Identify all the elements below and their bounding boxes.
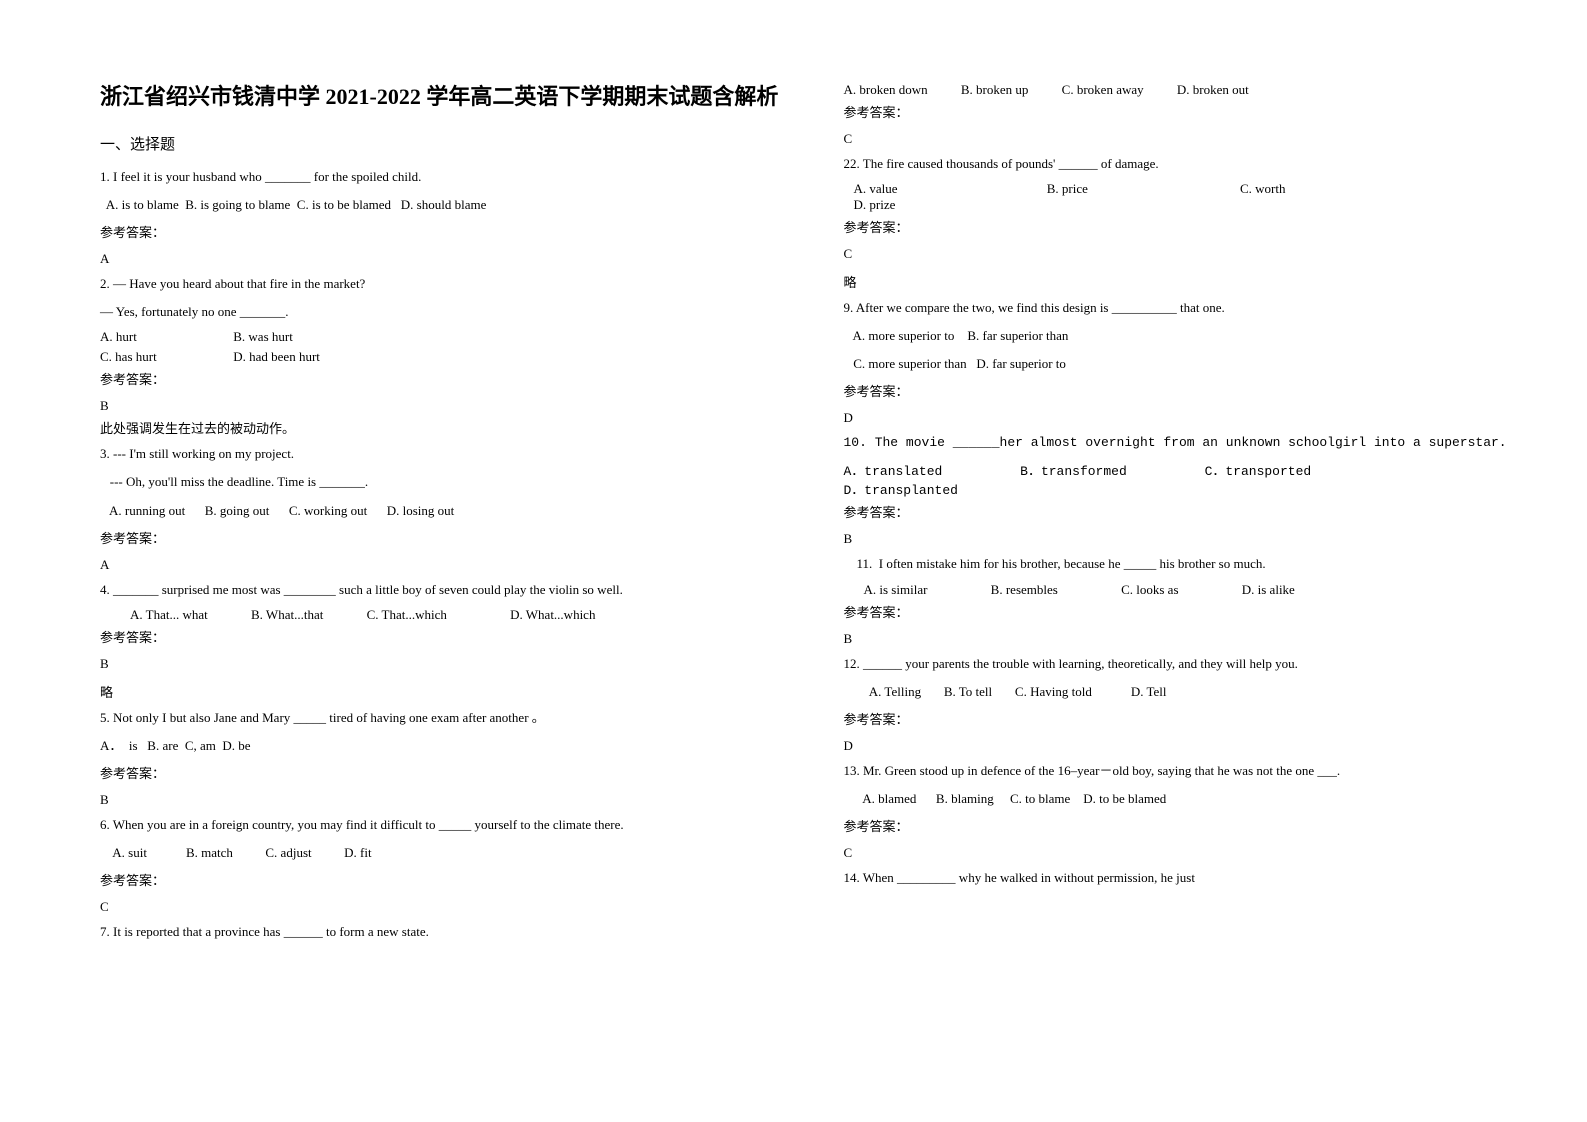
q11-opt-b: B. resembles — [991, 582, 1058, 598]
q2-options-row1: A. hurt B. was hurt — [100, 329, 784, 345]
q22-answer: C — [844, 246, 1528, 262]
q7-opt-d: D. broken out — [1177, 82, 1249, 98]
q4-opt-d: D. What...which — [510, 607, 595, 623]
q11-options: A. is similar B. resembles C. looks as D… — [864, 582, 1528, 598]
q10-opt-b: B．transformed — [1020, 460, 1127, 479]
q4-opt-b: B. What...that — [251, 607, 323, 623]
q2-opt-a: A. hurt — [100, 329, 200, 345]
q22-omit: 略 — [844, 272, 1528, 291]
q2-options-row2: C. has hurt D. had been hurt — [100, 349, 784, 365]
q13-text: 13. Mr. Green stood up in defence of the… — [844, 760, 1528, 782]
section-heading: 一、选择题 — [100, 133, 784, 154]
q4-omit: 略 — [100, 682, 784, 701]
answer-label: 参考答案： — [844, 381, 1528, 400]
q5-answer: B — [100, 792, 784, 808]
q22-options: A. value B. price C. worth D. prize — [854, 181, 1528, 213]
q11-opt-d: D. is alike — [1242, 582, 1295, 598]
q2-opt-c: C. has hurt — [100, 349, 200, 365]
q9-options-l1: A. more superior to B. far superior than — [844, 325, 1528, 347]
q2-line2: — Yes, fortunately no one _______. — [100, 301, 784, 323]
q1-answer: A — [100, 251, 784, 267]
q9-answer: D — [844, 410, 1528, 426]
q2-note: 此处强调发生在过去的被动动作。 — [100, 418, 784, 437]
q10-opt-d: D．transplanted — [844, 479, 958, 498]
q7-opt-a: A. broken down — [844, 82, 928, 98]
q10-opt-c: C．transported — [1205, 460, 1312, 479]
q5-text: 5. Not only I but also Jane and Mary ___… — [100, 707, 784, 729]
q12-answer: D — [844, 738, 1528, 754]
q3-answer: A — [100, 557, 784, 573]
q4-text: 4. _______ surprised me most was _______… — [100, 579, 784, 601]
q13-answer: C — [844, 845, 1528, 861]
q7-opt-b: B. broken up — [961, 82, 1029, 98]
answer-label: 参考答案： — [844, 217, 1528, 236]
q10-options: A．translated B．transformed C．transported… — [844, 460, 1528, 498]
q6-text: 6. When you are in a foreign country, yo… — [100, 814, 784, 836]
q3-options: A. running out B. going out C. working o… — [100, 500, 784, 522]
answer-label: 参考答案： — [844, 502, 1528, 521]
q2-answer: B — [100, 398, 784, 414]
q11-opt-a: A. is similar — [864, 582, 928, 598]
q2-opt-b: B. was hurt — [233, 329, 293, 345]
q11-answer: B — [844, 631, 1528, 647]
q22-opt-b: B. price — [1047, 181, 1207, 197]
doc-title: 浙江省绍兴市钱清中学 2021-2022 学年高二英语下学期期末试题含解析 — [100, 80, 784, 113]
q2-opt-d: D. had been hurt — [233, 349, 320, 365]
q22-opt-a: A. value — [854, 181, 1014, 197]
q9-options-l2: C. more superior than D. far superior to — [844, 353, 1528, 375]
q4-answer: B — [100, 656, 784, 672]
q22-text: 22. The fire caused thousands of pounds'… — [844, 153, 1528, 175]
answer-label: 参考答案： — [844, 816, 1528, 835]
q10-text: 10. The movie ______her almost overnight… — [844, 432, 1528, 454]
q10-answer: B — [844, 531, 1528, 547]
q13-options: A. blamed B. blaming C. to blame D. to b… — [844, 788, 1528, 810]
q1-options: A. is to blame B. is going to blame C. i… — [100, 194, 784, 216]
q3-line2: --- Oh, you'll miss the deadline. Time i… — [100, 471, 784, 493]
q12-text: 12. ______ your parents the trouble with… — [844, 653, 1528, 675]
q4-opt-a: A. That... what — [130, 607, 208, 623]
q22-opt-d: D. prize — [854, 197, 1014, 213]
answer-label: 参考答案： — [844, 102, 1528, 121]
q11-opt-c: C. looks as — [1121, 582, 1178, 598]
q7-opt-c: C. broken away — [1062, 82, 1144, 98]
answer-label: 参考答案： — [100, 528, 784, 547]
q9-text: 9. After we compare the two, we find thi… — [844, 297, 1528, 319]
q10-opt-a: A．translated — [844, 460, 943, 479]
answer-label: 参考答案： — [100, 870, 784, 889]
answer-label: 参考答案： — [100, 763, 784, 782]
q2-line1: 2. — Have you heard about that fire in t… — [100, 273, 784, 295]
column-left: 浙江省绍兴市钱清中学 2021-2022 学年高二英语下学期期末试题含解析 一、… — [100, 80, 784, 949]
answer-label: 参考答案： — [844, 709, 1528, 728]
answer-label: 参考答案： — [100, 222, 784, 241]
q14-text: 14. When _________ why he walked in with… — [844, 867, 1528, 889]
page-container: 浙江省绍兴市钱清中学 2021-2022 学年高二英语下学期期末试题含解析 一、… — [0, 0, 1587, 989]
q6-answer: C — [100, 899, 784, 915]
q22-opt-c: C. worth — [1240, 181, 1400, 197]
q3-line1: 3. --- I'm still working on my project. — [100, 443, 784, 465]
answer-label: 参考答案： — [844, 602, 1528, 621]
q7-answer: C — [844, 131, 1528, 147]
q4-opt-c: C. That...which — [367, 607, 447, 623]
column-right: A. broken down B. broken up C. broken aw… — [844, 80, 1528, 949]
q11-text: 11. I often mistake him for his brother,… — [844, 553, 1528, 575]
answer-label: 参考答案： — [100, 627, 784, 646]
q7-text: 7. It is reported that a province has __… — [100, 921, 784, 943]
q12-options: A. Telling B. To tell C. Having told D. … — [844, 681, 1528, 703]
answer-label: 参考答案： — [100, 369, 784, 388]
q7-options: A. broken down B. broken up C. broken aw… — [844, 82, 1528, 98]
q6-options: A. suit B. match C. adjust D. fit — [100, 842, 784, 864]
q4-options: A. That... what B. What...that C. That..… — [130, 607, 784, 623]
q1-text: 1. I feel it is your husband who _______… — [100, 166, 784, 188]
q5-options: A． is B. are C, am D. be — [100, 735, 784, 757]
